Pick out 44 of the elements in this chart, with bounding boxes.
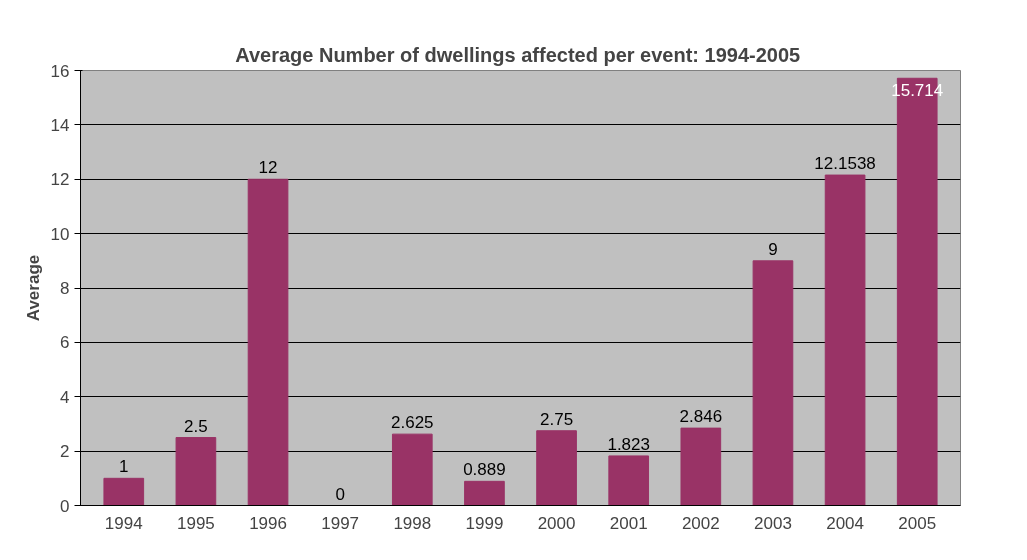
data-label: 2.846 [679, 407, 723, 427]
x-tick-label: 1994 [104, 513, 143, 533]
x-tick-label: 2004 [826, 513, 865, 533]
x-tick-label: 2003 [754, 513, 792, 533]
y-tick-label: 14 [50, 115, 70, 135]
y-tick-label: 2 [60, 442, 70, 462]
data-label: 12 [258, 158, 278, 178]
data-label: 0.889 [463, 460, 506, 480]
data-label: 9 [768, 239, 778, 259]
y-tick-label: 4 [60, 387, 70, 407]
bar [464, 480, 505, 506]
y-tick-label: 6 [60, 333, 70, 353]
bar [608, 455, 650, 506]
y-tick-label: 12 [50, 170, 70, 190]
data-label: 2.5 [184, 416, 208, 436]
bar [536, 430, 577, 506]
x-tick-label: 2002 [681, 513, 720, 533]
bar [175, 437, 217, 506]
y-axis-title: Average [23, 254, 43, 322]
data-label: 1 [119, 457, 129, 477]
y-tick-label: 8 [60, 279, 70, 298]
data-label: 12.1538 [814, 154, 876, 174]
x-tick-label: 2000 [537, 513, 576, 533]
data-label: 2.625 [391, 413, 434, 433]
x-tick-label: 1999 [465, 513, 504, 533]
chart-title: Average Number of dwellings affected per event: 1994-2005 [235, 43, 801, 66]
y-tick-label: 0 [60, 496, 70, 516]
y-tick-label: 16 [50, 61, 70, 81]
x-tick-label: 1998 [393, 513, 432, 533]
data-label: 0 [335, 484, 345, 504]
bar [391, 433, 433, 506]
bar [247, 178, 289, 506]
bar [680, 427, 722, 506]
x-tick-label: 1995 [177, 513, 215, 533]
x-tick-label: 1996 [249, 513, 287, 533]
x-tick-label: 2005 [898, 513, 937, 533]
bar [103, 477, 145, 506]
y-tick-label: 10 [50, 224, 70, 244]
data-label: 2.75 [540, 409, 574, 429]
x-tick-label: 1997 [321, 513, 360, 533]
bar [824, 174, 866, 506]
x-tick-label: 2001 [609, 513, 648, 533]
bar [752, 260, 794, 506]
data-label: 1.823 [607, 434, 650, 454]
